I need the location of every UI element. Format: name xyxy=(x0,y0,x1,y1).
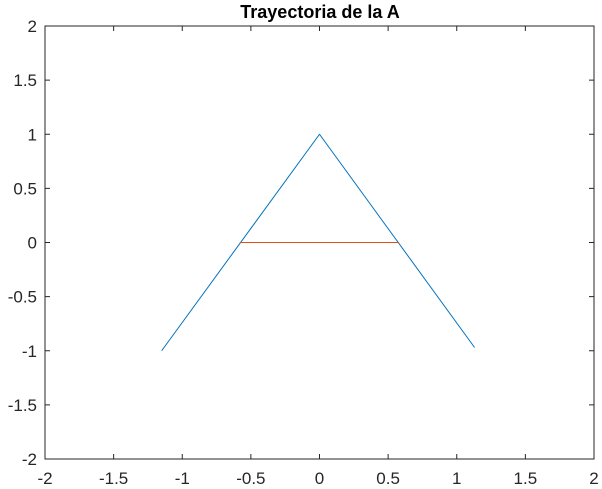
x-tick-label: -1 xyxy=(175,469,190,488)
x-tick-label: -1.5 xyxy=(99,469,128,488)
x-tick-label: 0.5 xyxy=(376,469,400,488)
y-tick-label: 0.5 xyxy=(13,179,37,198)
y-tick-label: -2 xyxy=(22,450,37,469)
y-tick-label: -1.5 xyxy=(8,396,37,415)
y-tick-label: -1 xyxy=(22,342,37,361)
y-tick-label: 2 xyxy=(28,17,37,36)
series-line-1 xyxy=(161,133,475,352)
y-tick-label: 0 xyxy=(28,234,37,253)
series-lines xyxy=(161,133,475,352)
x-tick-label: 1.5 xyxy=(514,469,538,488)
x-tick-label: 0 xyxy=(315,469,324,488)
y-tick-label: 1 xyxy=(28,125,37,144)
x-tick-label: -2 xyxy=(37,469,52,488)
y-tick-label: 1.5 xyxy=(13,71,37,90)
chart-title: Trayectoria de la A xyxy=(240,2,399,22)
x-tick-label: -0.5 xyxy=(236,469,265,488)
x-tick-label: 1 xyxy=(452,469,461,488)
x-tick-label: 2 xyxy=(589,469,598,488)
y-tick-label: -0.5 xyxy=(8,288,37,307)
axis-ticks: -2 -1.5 -1 -0.5 0 0.5 1 1.5 2 -2 -1.5 -1 -0.5 0 0.5 1 1.… xyxy=(8,17,599,488)
